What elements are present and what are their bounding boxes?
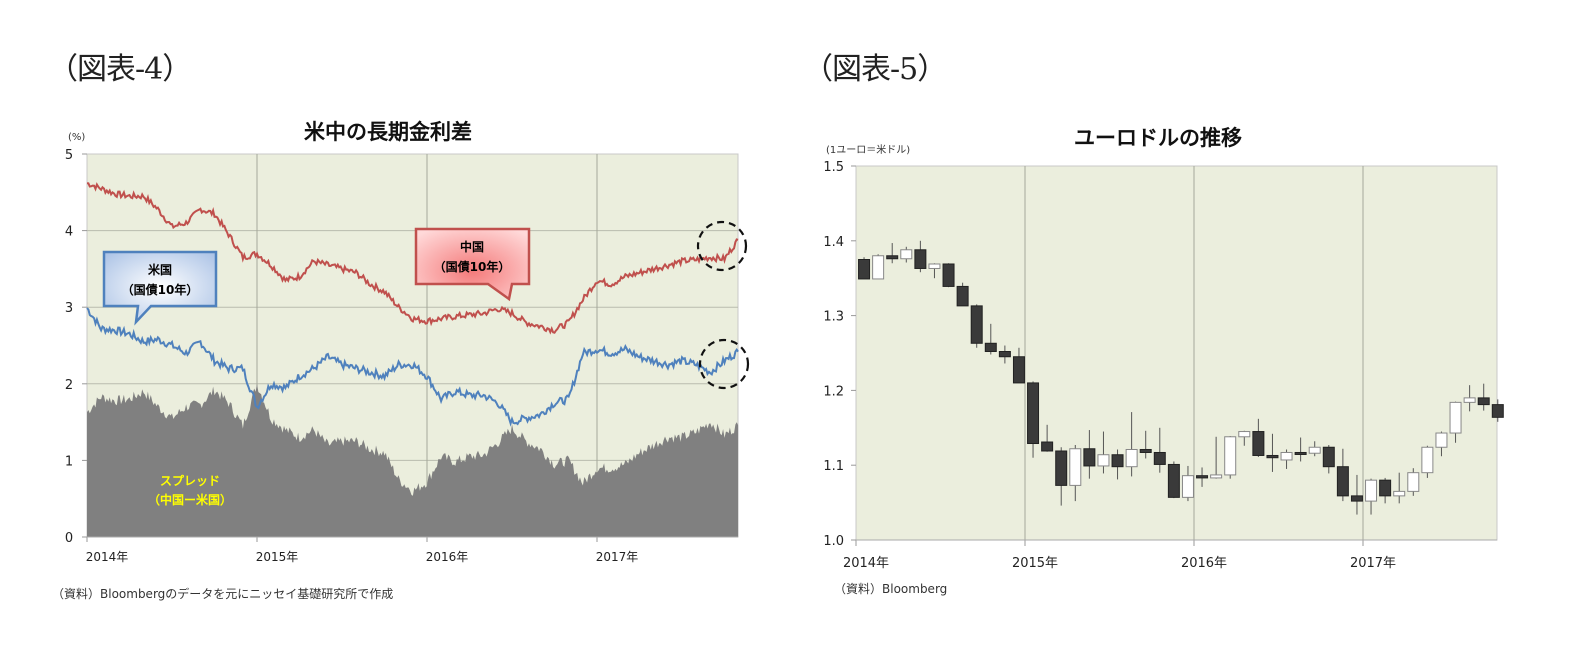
candlestick [1027,382,1040,445]
us-latest-circle [698,338,750,390]
us-callout: 米国 （国債10年） [102,250,218,326]
candlestick [1111,454,1124,468]
candlestick [942,263,955,287]
x-tick-label: 2017年 [596,550,639,564]
y-tick-label: 2 [65,378,73,393]
us-callout-line2: （国債10年） [122,282,199,297]
figure5-label: （図表-5） [803,52,947,87]
y-tick-label: 5 [65,148,73,163]
candlestick [1421,446,1434,474]
y-tick-label: 1.5 [823,160,844,175]
candlestick [998,351,1011,358]
y-tick-label: 1.3 [823,310,844,325]
candlestick [1125,448,1138,468]
figure4-title: 米中の長期金利差 [304,120,472,144]
china-latest-circle [696,220,748,272]
axes: 0 1 2 3 4 5 2014年 2015年 2016年 2017年 [65,148,738,564]
candlestick [1463,397,1476,403]
y-tick-label: 3 [65,301,73,316]
candlestick [928,263,941,269]
figure5-unit: (1ユーロ＝米ドル) [826,145,911,156]
candlestick [1435,432,1448,448]
candlestick [1308,446,1321,454]
china-callout-line1: 中国 [460,239,484,254]
candlestick [900,249,913,260]
candlestick [1407,472,1420,492]
x-tick-label: 2014年 [843,556,889,571]
candlestick [872,255,885,280]
y-tick-label: 1.1 [823,459,844,474]
candlestick [914,249,927,269]
candlestick [886,255,899,260]
candlestick [1336,466,1349,497]
candlestick [1393,490,1406,497]
candlestick [1012,356,1025,384]
spread-label-line1: スプレッド [160,473,220,488]
candlesticks [858,240,1504,515]
gridlines [1024,166,1364,540]
figure4-source: （資料）Bloombergのデータを元にニッセイ基礎研究所で作成 [52,587,394,601]
candlestick [1167,463,1180,498]
candlestick [984,342,997,353]
figure4-label: （図表-4） [48,52,192,87]
candlestick [1365,479,1378,502]
candlestick [1350,495,1363,502]
x-tick-label: 2015年 [256,550,299,564]
candlestick [1477,397,1490,406]
x-tick-label: 2015年 [1012,556,1058,571]
x-tick-label: 2016年 [1181,556,1227,571]
candlestick [1280,451,1293,461]
spread-label-line2: （中国ー米国） [148,492,232,507]
spread-area [87,383,739,537]
china-yield-line [86,182,739,335]
candlestick [858,259,871,280]
y-tick-label: 1 [65,454,73,469]
y-tick-label: 1.4 [823,235,844,250]
candlestick [1322,446,1335,468]
x-tick-label: 2014年 [86,550,129,564]
candlestick [1041,441,1054,452]
china-callout: 中国 （国債10年） [414,227,531,302]
axes: 1.0 1.1 1.2 1.3 1.4 1.5 2014年 2015年 2016年 2017年 [823,160,1497,571]
us-callout-line1: 米国 [148,262,172,277]
candlestick [1153,451,1166,465]
candlestick [1196,475,1209,479]
y-tick-label: 0 [65,531,73,546]
candlestick [1224,436,1237,476]
y-tick-label: 1.0 [823,534,844,549]
figure4-chart: 0 1 2 3 4 5 2014年 2015年 2016年 2017年 米国 （国債10年） 中国… [65,148,750,564]
y-tick-label: 1.2 [823,384,844,399]
figure4-unit: (%) [68,132,86,143]
candlestick [970,305,983,344]
y-tick-label: 4 [65,225,73,240]
candlestick [1181,475,1194,498]
x-tick-label: 2017年 [1350,556,1396,571]
candlestick [956,285,969,307]
candlestick [1294,451,1307,455]
plot-area [855,165,1498,541]
candlestick [1097,454,1110,467]
candlestick [1266,454,1279,459]
candlestick [1069,448,1082,486]
us-yield-line [86,307,739,427]
candlestick [1379,479,1392,497]
candlestick [1238,431,1251,438]
candlestick [1055,450,1068,486]
candlestick [1210,474,1223,479]
figure5-source: （資料）Bloomberg [834,582,948,596]
figure5-title: ユーロドルの推移 [1074,126,1242,150]
china-callout-line2: （国債10年） [434,259,511,274]
candlestick [1139,448,1152,453]
candlestick [1252,431,1265,456]
candlestick [1083,448,1096,467]
x-tick-label: 2016年 [426,550,469,564]
candlestick [1449,401,1462,434]
candlestick [1491,404,1504,418]
